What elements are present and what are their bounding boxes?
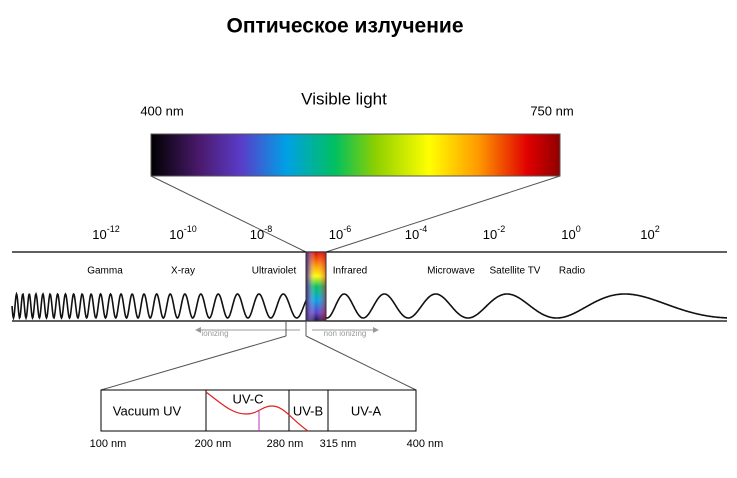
tick-base: 10 [329, 227, 343, 242]
uv-band: UV-B [293, 403, 323, 418]
region-label: Satellite TV [490, 266, 541, 277]
tick-exponent: -4 [419, 224, 427, 234]
wave [11, 291, 727, 321]
tick-base: 10 [405, 227, 419, 242]
region-label: Ultraviolet [252, 266, 297, 277]
tick-base: 10 [250, 227, 264, 242]
visible-min: 400 nm [140, 103, 183, 118]
uv-band: UV-C [232, 391, 263, 406]
uv-wavelength: 200 nm [195, 438, 232, 450]
uv-wavelength: 400 nm [407, 438, 444, 450]
region-label: Gamma [87, 266, 123, 277]
scale-tick: 10-4 [405, 224, 427, 242]
tick-exponent: -2 [497, 224, 505, 234]
scale-tick: 102 [640, 224, 659, 242]
scale-tick: 10-8 [250, 224, 272, 242]
visible-max: 750 nm [530, 103, 573, 118]
tick-base: 10 [483, 227, 497, 242]
tick-exponent: -8 [264, 224, 272, 234]
uv-band: UV-A [351, 403, 382, 418]
zoom-line [100, 335, 287, 391]
region-label: X-ray [171, 266, 195, 277]
zoom-line [325, 175, 561, 253]
uv-wavelength: 315 nm [320, 438, 357, 450]
tick-base: 10 [169, 227, 183, 242]
scale-tick: 10-6 [329, 224, 351, 242]
visible-spectrum [150, 133, 561, 177]
uv-wavelength: 100 nm [90, 438, 127, 450]
visible-strip [305, 251, 327, 322]
tick-base: 10 [640, 227, 654, 242]
uv-curve [205, 391, 309, 432]
tick-exponent: -10 [184, 224, 197, 234]
non-ionizing-label: non ionizing [324, 329, 367, 338]
uv-band: Vacuum UV [113, 403, 182, 418]
title: Оптическое излучение [226, 15, 463, 38]
region-label: Radio [559, 266, 586, 277]
tick-exponent: -12 [107, 224, 120, 234]
ionizing-label: ionizing [201, 329, 228, 338]
tick-base: 10 [92, 227, 106, 242]
tick-exponent: 0 [576, 224, 581, 234]
visible-label: Visible light [301, 89, 387, 108]
tick-base: 10 [561, 227, 575, 242]
tick-exponent: -6 [343, 224, 351, 234]
tick-exponent: 2 [655, 224, 660, 234]
scale-tick: 10-10 [169, 224, 196, 242]
zoom-line [305, 335, 417, 391]
scale-tick: 100 [561, 224, 580, 242]
scale-tick: 10-2 [483, 224, 505, 242]
uv-wavelength: 280 nm [267, 438, 304, 450]
region-label: Microwave [427, 266, 475, 277]
region-label: Infrared [333, 266, 367, 277]
scale-tick: 10-12 [92, 224, 119, 242]
zoom-line [150, 175, 307, 253]
